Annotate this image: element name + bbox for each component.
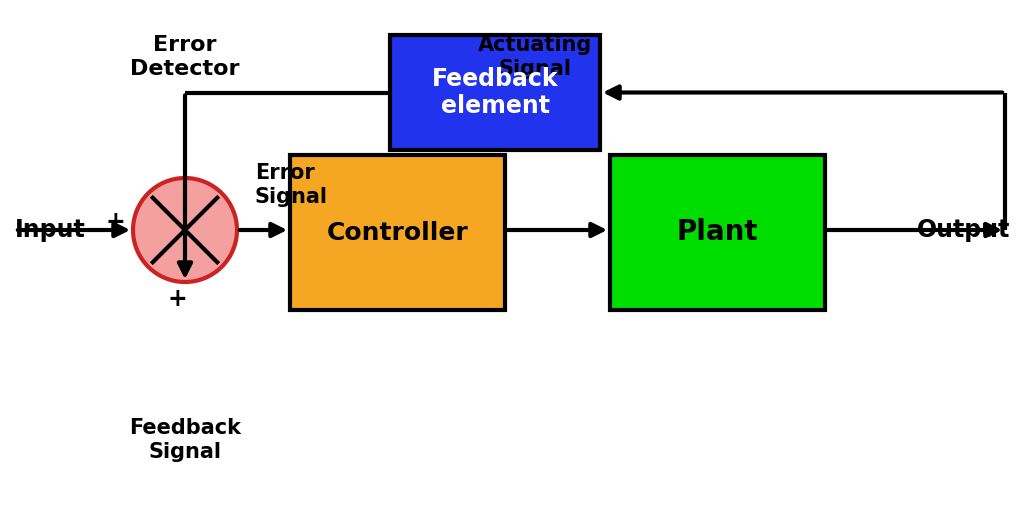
Text: Error
Signal: Error Signal <box>255 164 328 207</box>
Text: Actuating
Signal: Actuating Signal <box>478 35 592 79</box>
Bar <box>290 155 505 310</box>
Text: Error
Detector: Error Detector <box>130 35 240 79</box>
Text: Controller: Controller <box>327 221 468 244</box>
Ellipse shape <box>133 178 237 282</box>
Bar <box>610 155 825 310</box>
Text: Output: Output <box>916 218 1010 242</box>
Text: Feedback
Signal: Feedback Signal <box>129 419 241 462</box>
Text: +: + <box>167 287 186 311</box>
Text: Plant: Plant <box>677 219 759 246</box>
Text: +: + <box>105 210 125 234</box>
Text: Input: Input <box>15 218 86 242</box>
Text: Feedback
element: Feedback element <box>432 67 558 118</box>
Bar <box>390 35 600 150</box>
